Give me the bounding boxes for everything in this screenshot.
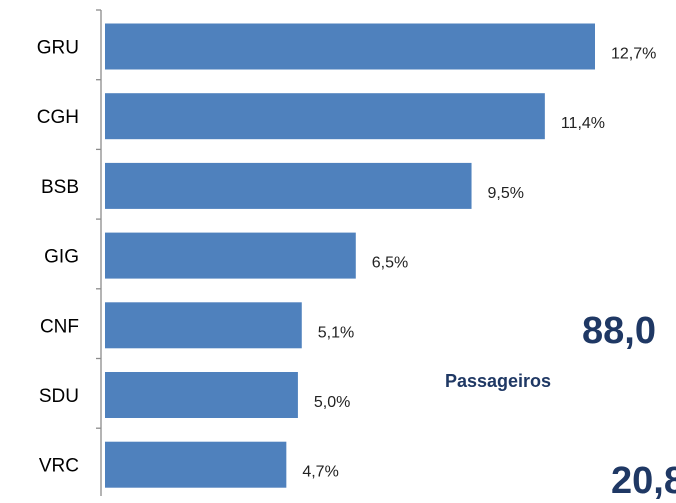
category-label-vrc: VRC	[39, 456, 79, 477]
bar-sdu	[105, 372, 298, 418]
stat-caption-1: Passageiros	[445, 371, 552, 391]
bar-gig	[105, 232, 356, 279]
bar-gru	[105, 23, 595, 70]
value-label-gru: 12,7%	[611, 46, 656, 63]
labels-layer: GRU 12,7% CGH 11,4% BSB 9,5% GIG 6,5% CNF 5,1% SDU…	[37, 38, 657, 481]
category-label-cnf: CNF	[40, 316, 79, 337]
category-label-gig: GIG	[44, 247, 79, 268]
bar-cgh	[105, 93, 545, 140]
value-label-cgh: 11,4%	[561, 115, 605, 132]
stat-big-number-1: 88,0	[582, 310, 656, 352]
bar-cnf	[105, 302, 302, 349]
value-label-sdu: 5,0%	[314, 394, 350, 411]
stat-big-number-2: 20,8	[611, 460, 676, 502]
category-label-cgh: CGH	[37, 107, 79, 128]
bars-layer	[105, 23, 595, 488]
value-label-cnf: 5,1%	[318, 324, 354, 341]
value-label-gig: 6,5%	[372, 255, 408, 272]
value-label-bsb: 9,5%	[488, 185, 524, 202]
bar-vrc	[105, 441, 287, 488]
value-label-vrc: 4,7%	[302, 464, 338, 481]
category-label-sdu: SDU	[39, 386, 79, 407]
category-label-bsb: BSB	[41, 177, 79, 198]
bar-bsb	[105, 162, 472, 209]
axis-layer	[96, 9, 102, 496]
category-label-gru: GRU	[37, 38, 79, 59]
